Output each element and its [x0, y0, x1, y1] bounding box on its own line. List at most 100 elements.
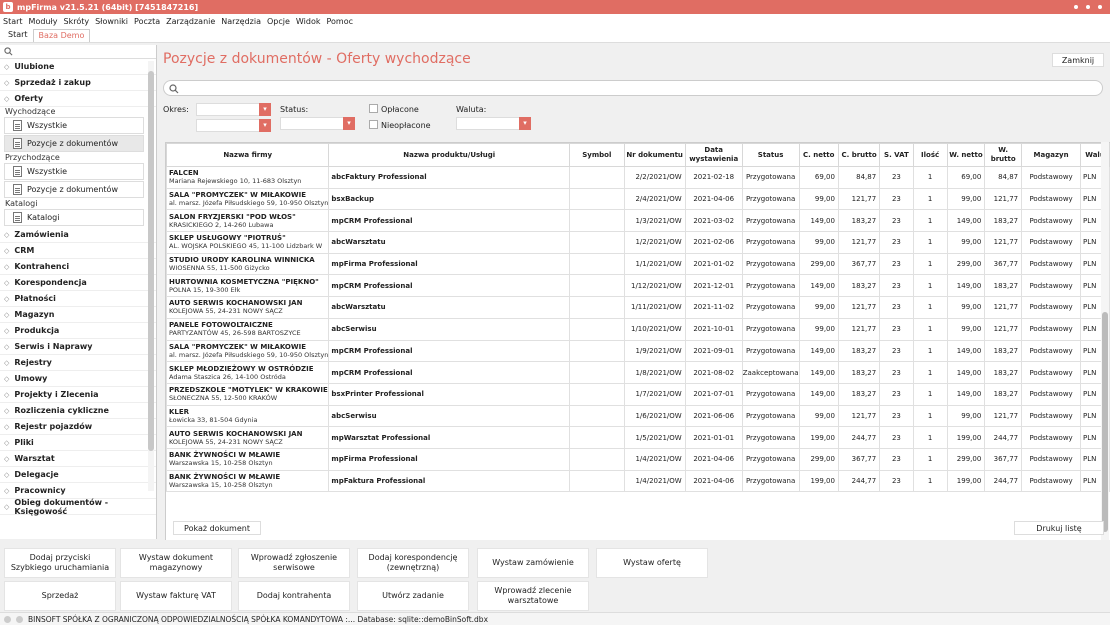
- sidebar-group[interactable]: ◇ Korespondencja: [0, 275, 156, 291]
- quick-action-button[interactable]: Wystaw ofertę: [596, 548, 708, 578]
- sidebar-group[interactable]: ◇ Serwis i Naprawy: [0, 339, 156, 355]
- column-header[interactable]: Ilość: [912, 143, 948, 167]
- column-header[interactable]: Magazyn: [1021, 143, 1082, 167]
- sidebar-group[interactable]: ◇ Projekty i Zlecenia: [0, 387, 156, 403]
- quick-action-button[interactable]: Utwórz zadanie: [357, 581, 469, 611]
- column-header[interactable]: W. brutto: [984, 143, 1023, 167]
- table-row[interactable]: FALCEN Mariana Rejewskiego 10, 11-683 Ols…: [166, 166, 1110, 189]
- column-header[interactable]: Status: [741, 143, 800, 167]
- tab-start[interactable]: Start: [8, 30, 28, 39]
- table-row[interactable]: PRZEDSZKOLE "MOTYLEK" W KRAKOWIE SŁONECZN…: [166, 382, 1110, 406]
- menu-item-moduły[interactable]: Moduły: [28, 16, 58, 26]
- column-header[interactable]: S. VAT: [879, 143, 914, 167]
- sidebar-group[interactable]: ◇ Kontrahenci: [0, 259, 156, 275]
- sidebar-group[interactable]: ◇ Rozliczenia cykliczne: [0, 403, 156, 419]
- column-header[interactable]: Data wystawienia: [684, 143, 743, 167]
- quick-action-button[interactable]: Dodaj przyciski Szybkiego uruchamiania: [4, 548, 116, 578]
- search-icon: [4, 47, 13, 56]
- sidebar-group[interactable]: ◇ Ulubione: [0, 59, 156, 75]
- quick-action-button[interactable]: Wystaw fakturę VAT: [120, 581, 232, 611]
- sidebar-item[interactable]: Pozycje z dokumentów: [4, 135, 144, 152]
- unpaid-checkbox[interactable]: [369, 120, 378, 129]
- close-button[interactable]: Zamknij: [1052, 53, 1104, 67]
- quick-action-button[interactable]: Wystaw dokument magazynowy: [120, 548, 232, 578]
- table-row[interactable]: STUDIO URODY KAROLINA WINNICKA WIOSENNA 5…: [166, 252, 1110, 276]
- menu-item-pomoc[interactable]: Pomoc: [326, 16, 353, 26]
- table-row[interactable]: SKLEP USŁUGOWY "PIOTRUŚ" AL. WOJSKA POLSK…: [166, 231, 1110, 254]
- table-row[interactable]: BANK ŻYWNOŚCI W MŁAWIE Warszawska 15, 10-…: [166, 447, 1110, 471]
- close-window-button[interactable]: [1098, 5, 1102, 9]
- grid-vertical-scrollbar[interactable]: [1101, 142, 1109, 551]
- menu-item-zarządzanie[interactable]: Zarządzanie: [166, 16, 216, 26]
- quick-action-button[interactable]: Sprzedaż: [4, 581, 116, 611]
- sidebar-group[interactable]: ◇ Rejestry: [0, 355, 156, 371]
- status-dropdown[interactable]: ▾: [280, 117, 355, 130]
- sidebar-item[interactable]: Wszystkie: [4, 117, 144, 134]
- sidebar-item[interactable]: Pozycje z dokumentów: [4, 181, 144, 198]
- currency-dropdown[interactable]: ▾: [456, 117, 531, 130]
- table-row[interactable]: SALON FRYZJERSKI "POD WŁOS" KRASICKIEGO 2…: [166, 209, 1110, 233]
- table-row[interactable]: SALA "PROMYCZEK" W MIŁAKOWIE al. marsz. J…: [166, 187, 1110, 211]
- menu-item-narzędzia[interactable]: Narzędzia: [221, 16, 261, 26]
- sidebar-group[interactable]: ◇ Sprzedaż i zakup: [0, 75, 156, 91]
- menu-item-skróty[interactable]: Skróty: [63, 16, 90, 26]
- table-row[interactable]: HURTOWNIA KOSMETYCZNA "PIĘKNO" POLNA 15, …: [166, 274, 1110, 298]
- menu-item-widok[interactable]: Widok: [295, 16, 321, 26]
- show-document-button[interactable]: Pokaż dokument: [173, 521, 261, 535]
- menu-item-poczta[interactable]: Poczta: [134, 16, 161, 26]
- menu-item-start[interactable]: Start: [3, 16, 23, 26]
- quick-action-button[interactable]: Wprowadź zlecenie warsztatowe: [477, 581, 589, 611]
- sidebar-group[interactable]: ◇ Pliki: [0, 435, 156, 451]
- column-header[interactable]: Symbol: [569, 143, 625, 167]
- quick-action-button[interactable]: Wystaw zamówienie: [477, 548, 589, 578]
- sidebar-group[interactable]: ◇ Płatności: [0, 291, 156, 307]
- sidebar-group[interactable]: ◇ Rejestr pojazdów: [0, 419, 156, 435]
- okres-to-dropdown[interactable]: ▾: [196, 119, 271, 132]
- paid-checkbox[interactable]: [369, 104, 378, 113]
- quick-action-button[interactable]: Dodaj kontrahenta: [238, 581, 350, 611]
- search-input[interactable]: [163, 80, 1103, 96]
- table-row[interactable]: SALA "PROMYCZEK" W MIŁAKOWIE al. marsz. J…: [166, 339, 1110, 363]
- maximize-button[interactable]: [1086, 5, 1090, 9]
- cell-status: Przygotowana: [741, 187, 800, 211]
- quick-action-button[interactable]: Wprowadź zgłoszenie serwisowe: [238, 548, 350, 578]
- column-header[interactable]: Nazwa firmy: [166, 143, 330, 167]
- sidebar-group[interactable]: ◇ Pracownicy: [0, 483, 156, 499]
- table-row[interactable]: KLER Łowicka 33, 81-504 Gdynia abcSerwisu 1…: [166, 404, 1110, 428]
- quick-action-button[interactable]: Dodaj korespondencję (zewnętrzną): [357, 548, 469, 578]
- tab-baza-demo[interactable]: Baza Demo: [32, 29, 91, 42]
- sidebar-group[interactable]: ◇ Produkcja: [0, 323, 156, 339]
- sidebar-scrollbar[interactable]: [148, 61, 154, 491]
- sidebar-search-input[interactable]: [0, 45, 156, 59]
- sidebar-group[interactable]: ◇ Obieg dokumentów - Księgowość: [0, 498, 156, 516]
- sidebar-item[interactable]: Wszystkie: [4, 163, 144, 180]
- sidebar-group[interactable]: ◇ Oferty: [0, 91, 156, 107]
- column-header[interactable]: C. netto: [798, 143, 839, 167]
- sidebar-group[interactable]: ◇ Delegacje: [0, 467, 156, 483]
- print-list-button[interactable]: Drukuj listę: [1014, 521, 1104, 535]
- sidebar-group[interactable]: ◇ Magazyn: [0, 307, 156, 323]
- column-header[interactable]: Nazwa produktu/Usługi: [328, 143, 571, 167]
- table-row[interactable]: BANK ŻYWNOŚCI W MŁAWIE Warszawska 15, 10-…: [166, 469, 1110, 493]
- table-row[interactable]: PANELE FOTOWOLTAICZNE PARTYZANTÓW 45, 26-…: [166, 317, 1110, 341]
- column-header[interactable]: C. brutto: [837, 143, 881, 167]
- table-row[interactable]: AUTO SERWIS KOCHANOWSKI JAN KOLEJOWA 55, …: [166, 296, 1110, 319]
- table-row[interactable]: SKLEP MŁODZIEŻOWY W OSTRÓDZIE Adama Stasz…: [166, 361, 1110, 384]
- column-header[interactable]: W. netto: [946, 143, 986, 167]
- sidebar-item[interactable]: Katalogi: [4, 209, 144, 226]
- sidebar-group[interactable]: ◇ Umowy: [0, 371, 156, 387]
- sidebar-group[interactable]: ◇ Warsztat: [0, 451, 156, 467]
- minimize-button[interactable]: [1074, 5, 1078, 9]
- cell-warehouse: Podstawowy: [1021, 447, 1082, 471]
- menu-item-słowniki[interactable]: Słowniki: [95, 16, 129, 26]
- cell-wnet: 99,00: [946, 187, 986, 211]
- cell-qty: 1: [912, 166, 948, 189]
- menu-item-opcje[interactable]: Opcje: [266, 16, 290, 26]
- cell-symbol: [569, 252, 625, 276]
- table-row[interactable]: AUTO SERWIS KOCHANOWSKI JAN KOLEJOWA 55, …: [166, 426, 1110, 449]
- column-header[interactable]: Nr dokumentu: [623, 143, 686, 167]
- sidebar-group[interactable]: ◇ Zamówienia: [0, 227, 156, 243]
- cell-net: 69,00: [798, 166, 839, 189]
- sidebar-group[interactable]: ◇ CRM: [0, 243, 156, 259]
- okres-from-dropdown[interactable]: ▾: [196, 103, 271, 116]
